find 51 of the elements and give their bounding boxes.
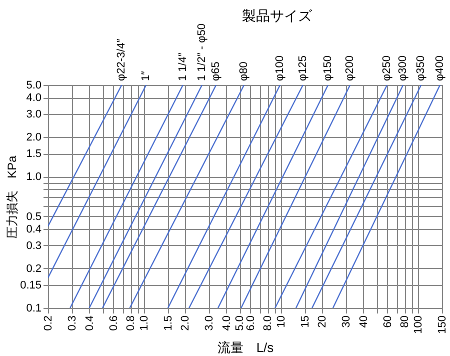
x-tick-label: 0.4 <box>84 316 96 331</box>
y-tick-label: 3.0 <box>26 108 42 121</box>
text: φ80 <box>238 62 250 81</box>
x-tick-label: 150 <box>436 316 448 334</box>
y-tick-label: 0.15 <box>20 279 42 292</box>
x-tick-label: 40 <box>358 316 370 328</box>
text: φ250 <box>381 56 394 81</box>
y-tick-label: 1.5 <box>26 148 42 160</box>
y-tick-label: 1.0 <box>26 171 42 184</box>
chart-title: 製品サイズ <box>242 7 313 24</box>
x-tick-label: 15 <box>299 316 312 328</box>
x-tick-label: 30 <box>340 316 353 328</box>
x-tick-label: 60 <box>382 316 394 328</box>
text: 1 1/4″ <box>176 52 189 81</box>
x-tick-label: 8.0 <box>262 316 274 331</box>
x-tick-label: 0.3 <box>66 316 79 331</box>
x-tick-label: 0.6 <box>108 316 120 331</box>
x-tick-label: 1.0 <box>138 316 150 331</box>
x-tick-label: 4.0 <box>220 316 233 331</box>
y-tick-label: 5.0 <box>26 80 42 92</box>
text: φ100 <box>274 56 286 81</box>
y-tick-label: 0.1 <box>26 302 42 314</box>
y-tick-label: 0.4 <box>26 223 42 236</box>
text: φ125 <box>296 56 309 81</box>
x-tick-label: 3.0 <box>204 316 216 331</box>
y-tick-label: 0.3 <box>26 240 42 252</box>
y-axis-title: 圧力損失 KPa <box>5 155 20 238</box>
text: φ200 <box>344 56 356 81</box>
x-tick-label: 80 <box>399 316 412 328</box>
text: φ400 <box>434 56 446 81</box>
text: φ150 <box>322 56 334 81</box>
x-tick-label: 100 <box>412 316 424 334</box>
y-tick-label: 4.0 <box>26 92 42 104</box>
x-tick-label: 2.0 <box>180 316 192 331</box>
x-tick-label: 10 <box>275 316 288 328</box>
y-tick-label: 2.0 <box>26 132 42 144</box>
text: φ350 <box>415 56 428 81</box>
x-tick-label: 6.0 <box>244 316 257 331</box>
x-tick-label: 0.2 <box>42 316 54 331</box>
x-tick-label: 1.5 <box>162 316 174 331</box>
x-axis-title: 流量 L/s <box>217 340 274 355</box>
x-tick-label: 5.0 <box>234 316 246 331</box>
y-tick-label: 0.5 <box>26 210 42 223</box>
y-tick-label: 0.2 <box>26 262 42 275</box>
text: φ300 <box>397 56 410 81</box>
text: 1″ <box>140 70 152 81</box>
text: φ65 <box>210 62 222 81</box>
x-tick-label: 20 <box>316 316 329 328</box>
x-tick-label: 0.8 <box>125 316 138 331</box>
text: φ22-3/4″ <box>116 38 128 81</box>
text: 1 1/2″ - φ50 <box>196 23 208 81</box>
